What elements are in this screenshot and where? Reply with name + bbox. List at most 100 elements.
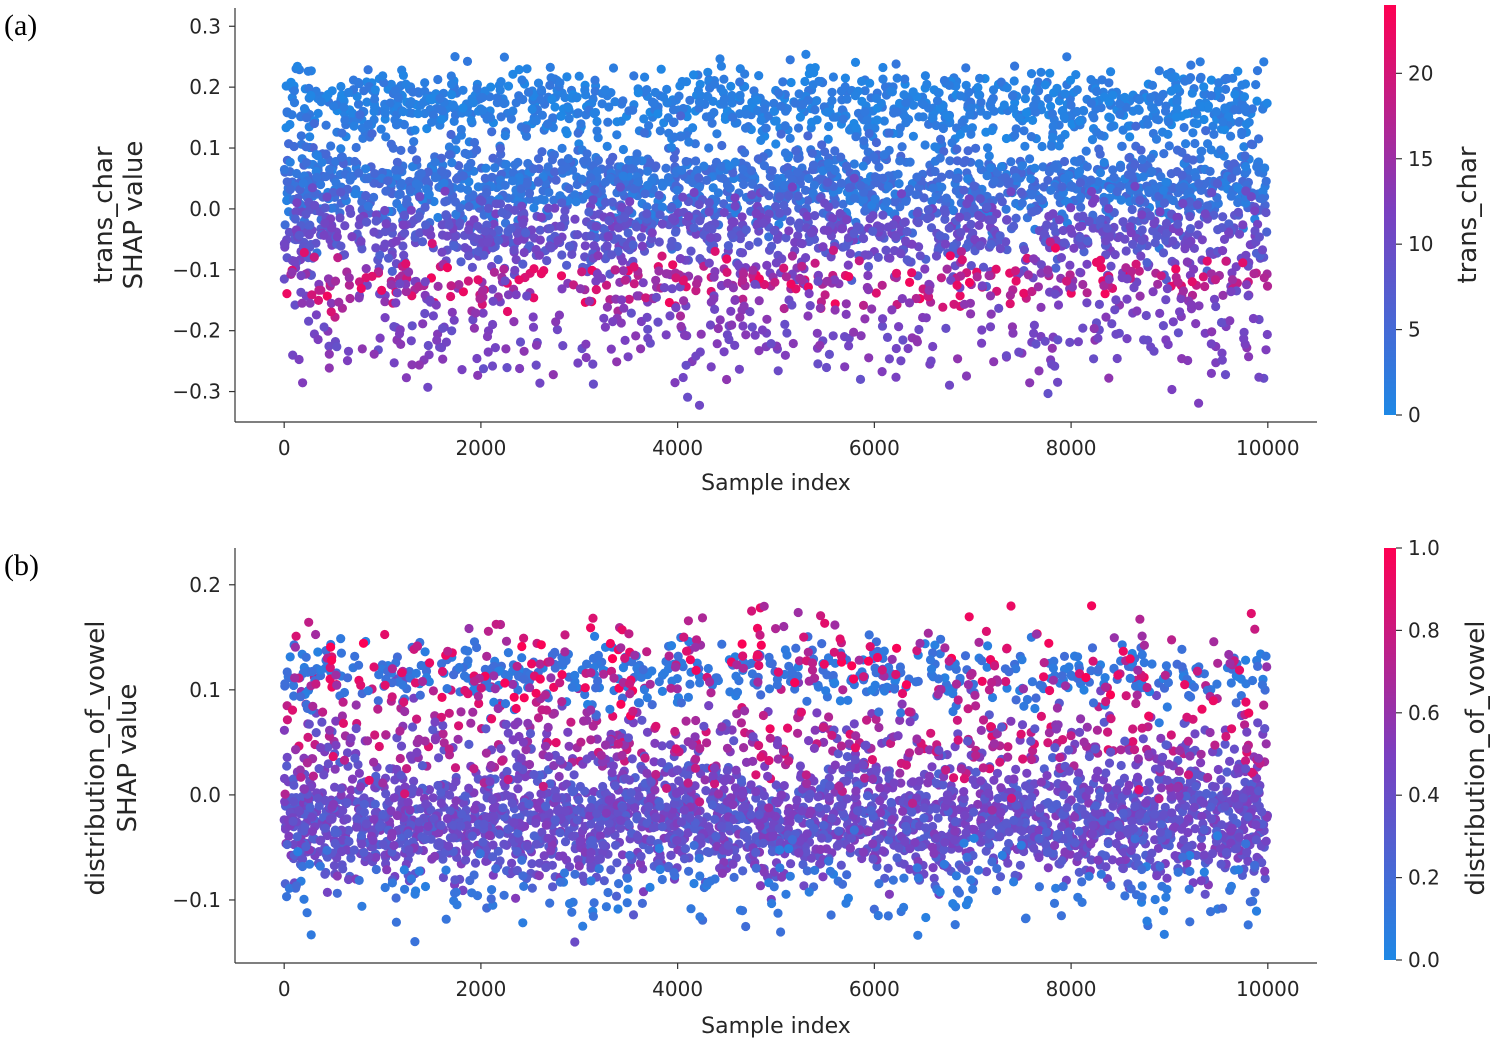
data-point bbox=[279, 239, 289, 249]
data-point bbox=[1233, 207, 1243, 217]
data-point bbox=[620, 335, 630, 345]
data-point bbox=[1089, 354, 1099, 364]
data-point bbox=[1240, 102, 1250, 113]
data-point bbox=[1118, 217, 1128, 227]
data-point bbox=[857, 76, 867, 86]
data-point bbox=[679, 296, 689, 306]
data-point bbox=[623, 352, 633, 362]
data-point bbox=[1167, 384, 1177, 395]
data-point bbox=[786, 77, 796, 88]
data-point bbox=[995, 244, 1006, 254]
data-point bbox=[1115, 109, 1125, 119]
data-point bbox=[942, 111, 952, 121]
data-point bbox=[608, 317, 618, 327]
data-point bbox=[581, 352, 591, 363]
data-point bbox=[1065, 337, 1075, 347]
data-point bbox=[1173, 328, 1183, 338]
data-point bbox=[440, 186, 450, 196]
data-point bbox=[576, 119, 586, 129]
data-point bbox=[1182, 257, 1192, 267]
data-point bbox=[362, 174, 373, 184]
data-point bbox=[944, 380, 955, 390]
data-point bbox=[487, 361, 498, 371]
data-point bbox=[421, 176, 432, 186]
data-point bbox=[1199, 114, 1209, 125]
data-point bbox=[1257, 245, 1268, 255]
data-point bbox=[462, 185, 473, 195]
data-point bbox=[961, 371, 972, 381]
data-point bbox=[735, 312, 745, 322]
data-point bbox=[1021, 108, 1031, 118]
data-point bbox=[750, 330, 760, 340]
data-point bbox=[878, 74, 888, 84]
data-point bbox=[1110, 250, 1120, 260]
data-point bbox=[961, 63, 971, 73]
data-point bbox=[299, 104, 310, 114]
data-point bbox=[871, 288, 881, 298]
data-point bbox=[1200, 889, 1210, 899]
data-point bbox=[612, 357, 622, 367]
data-point bbox=[1194, 220, 1204, 230]
data-point bbox=[675, 311, 686, 321]
data-point bbox=[720, 94, 730, 104]
data-point bbox=[588, 379, 599, 389]
data-point bbox=[399, 250, 409, 260]
data-point bbox=[793, 167, 803, 177]
data-point bbox=[936, 134, 946, 144]
data-point bbox=[524, 188, 535, 198]
data-point bbox=[343, 346, 354, 356]
data-point bbox=[567, 249, 577, 259]
data-point bbox=[912, 335, 922, 345]
data-point bbox=[289, 98, 300, 108]
data-point bbox=[901, 196, 911, 206]
data-point bbox=[814, 76, 824, 86]
data-point bbox=[969, 181, 979, 191]
data-point bbox=[1122, 274, 1132, 284]
data-point bbox=[857, 96, 867, 106]
data-point bbox=[600, 85, 610, 95]
x-tick-label: 10000 bbox=[1236, 436, 1300, 460]
data-point bbox=[815, 340, 825, 350]
data-point bbox=[608, 63, 619, 73]
data-point bbox=[986, 309, 996, 319]
data-point bbox=[507, 858, 517, 868]
data-point bbox=[878, 62, 888, 73]
data-point bbox=[1195, 57, 1205, 67]
data-point bbox=[564, 241, 575, 251]
data-point bbox=[593, 155, 604, 165]
colorbar-tick-label: 10 bbox=[1408, 232, 1433, 256]
data-point bbox=[653, 317, 663, 327]
data-point bbox=[370, 94, 380, 104]
data-point bbox=[531, 340, 542, 350]
data-point bbox=[1095, 168, 1106, 178]
data-point bbox=[952, 144, 962, 154]
data-point bbox=[310, 200, 320, 210]
data-point bbox=[960, 156, 971, 166]
data-point bbox=[1178, 198, 1188, 209]
data-point bbox=[357, 344, 367, 354]
data-point bbox=[844, 341, 854, 351]
data-point bbox=[370, 103, 380, 113]
data-point bbox=[420, 308, 430, 319]
data-point bbox=[976, 97, 986, 107]
data-point bbox=[1129, 283, 1139, 293]
data-point bbox=[1006, 157, 1016, 167]
data-point bbox=[661, 330, 671, 340]
data-point bbox=[964, 87, 974, 97]
data-point bbox=[422, 184, 432, 194]
data-point bbox=[575, 284, 586, 294]
data-point bbox=[1239, 142, 1249, 152]
data-point bbox=[1053, 335, 1063, 345]
data-point bbox=[346, 208, 356, 218]
data-point bbox=[681, 360, 691, 370]
data-point bbox=[626, 308, 636, 318]
data-point bbox=[301, 209, 311, 219]
data-point bbox=[675, 254, 686, 264]
data-point bbox=[301, 142, 311, 152]
data-point bbox=[297, 298, 307, 308]
data-point bbox=[644, 121, 654, 131]
data-point bbox=[704, 258, 714, 268]
data-point bbox=[982, 110, 992, 120]
data-point bbox=[555, 221, 566, 231]
data-point bbox=[1082, 259, 1092, 269]
